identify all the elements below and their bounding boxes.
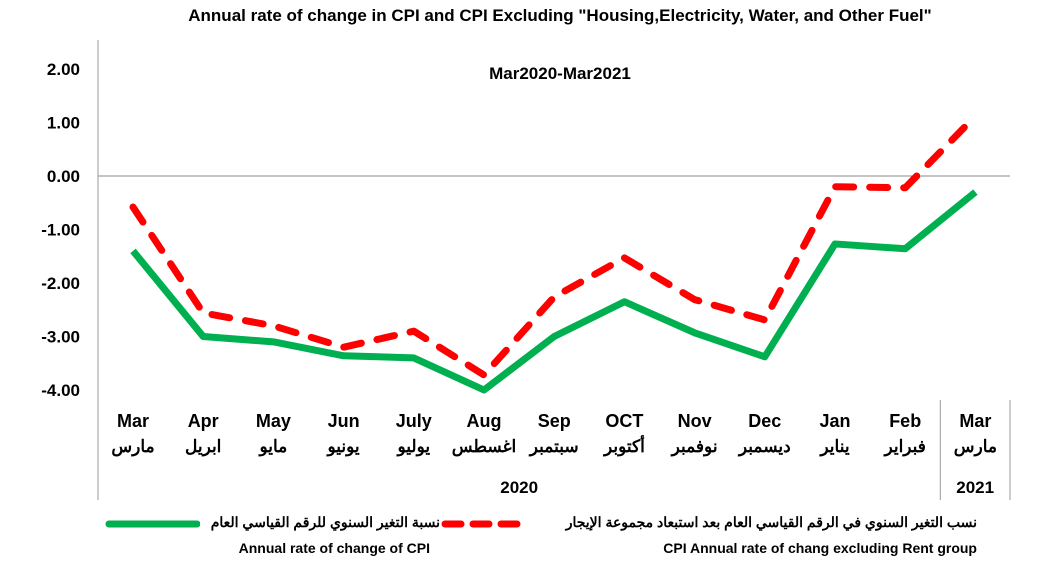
x-tick-label: Nov bbox=[678, 411, 712, 431]
x-tick-label-ar: أكتوبر bbox=[602, 434, 645, 457]
x-tick-label: May bbox=[256, 411, 291, 431]
x-tick-label-ar: يونيو bbox=[326, 437, 360, 457]
y-tick-label: -1.00 bbox=[41, 221, 80, 240]
y-tick-label: 0.00 bbox=[47, 167, 80, 186]
legend-label-cpi: Annual rate of change of CPI bbox=[238, 540, 430, 556]
x-tick-label: Sep bbox=[538, 411, 571, 431]
x-tick-label-ar: اغسطس bbox=[452, 437, 516, 457]
y-tick-label: 2.00 bbox=[47, 60, 80, 79]
year-label: 2021 bbox=[956, 478, 994, 497]
year-label: 2020 bbox=[500, 478, 538, 497]
x-tick-label-ar: ابريل bbox=[185, 437, 221, 457]
x-tick-label: Aug bbox=[467, 411, 502, 431]
x-tick-label-ar: مارس bbox=[954, 437, 997, 457]
legend-label-cpi-excl-rent-ar: نسب التغير السنوي في الرقم القياسي العام… bbox=[565, 514, 977, 530]
x-tick-label: Mar bbox=[959, 411, 991, 431]
y-tick-label: -3.00 bbox=[41, 328, 80, 347]
legend-label-cpi-ar: نسبة التغير السنوي للرقم القياسي العام bbox=[210, 514, 440, 530]
x-tick-label-ar: يناير bbox=[818, 437, 849, 457]
x-tick-label: Dec bbox=[748, 411, 781, 431]
x-tick-label: July bbox=[396, 411, 432, 431]
x-tick-label: OCT bbox=[605, 411, 643, 431]
x-tick-label: Apr bbox=[188, 411, 219, 431]
x-tick-label-ar: سبتمبر bbox=[528, 437, 579, 457]
x-tick-label: Jun bbox=[328, 411, 360, 431]
legend-label-cpi-excl-rent: CPI Annual rate of chang excluding Rent … bbox=[663, 540, 977, 556]
x-tick-label-ar: مارس bbox=[111, 437, 154, 457]
legend-swatch-cpi bbox=[105, 520, 200, 528]
chart-subtitle: Mar2020-Mar2021 bbox=[489, 64, 631, 83]
x-tick-label-ar: ديسمبر bbox=[737, 437, 791, 457]
y-tick-label: -2.00 bbox=[41, 274, 80, 293]
y-tick-label: 1.00 bbox=[47, 114, 80, 133]
x-tick-label-ar: يوليو bbox=[395, 437, 430, 457]
x-tick-label: Feb bbox=[889, 411, 921, 431]
chart-title: Annual rate of change in CPI and CPI Exc… bbox=[188, 6, 932, 25]
x-tick-label-ar: مايو bbox=[257, 437, 287, 457]
x-tick-label-ar: نوفمبر bbox=[670, 437, 718, 457]
x-tick-label-ar: فبراير bbox=[882, 437, 925, 457]
x-tick-label: Jan bbox=[819, 411, 850, 431]
x-tick-label: Mar bbox=[117, 411, 149, 431]
legend-swatch-cpi-excl-rent bbox=[441, 520, 529, 528]
series-line-cpi bbox=[130, 189, 978, 394]
y-tick-label: -4.00 bbox=[41, 381, 80, 400]
